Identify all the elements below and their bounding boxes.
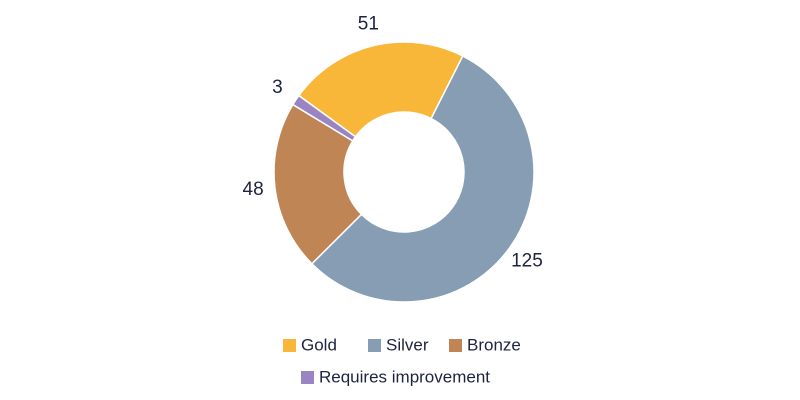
legend-label: Bronze (467, 335, 521, 354)
value-label: 48 (243, 179, 264, 200)
donut-slice (273, 103, 363, 265)
legend-swatch (368, 339, 381, 352)
donut-slice (297, 41, 464, 138)
legend-swatch (449, 339, 462, 352)
donut-slice (291, 94, 357, 142)
donut-slice (310, 55, 535, 303)
legend-label: Requires improvement (319, 367, 490, 386)
value-label: 51 (358, 13, 379, 34)
value-label: 3 (272, 77, 283, 98)
legend-label: Gold (301, 335, 337, 354)
value-label: 125 (511, 250, 543, 271)
legend-swatch (283, 339, 296, 352)
legend-label: Silver (386, 335, 429, 354)
legend-swatch (301, 371, 314, 384)
